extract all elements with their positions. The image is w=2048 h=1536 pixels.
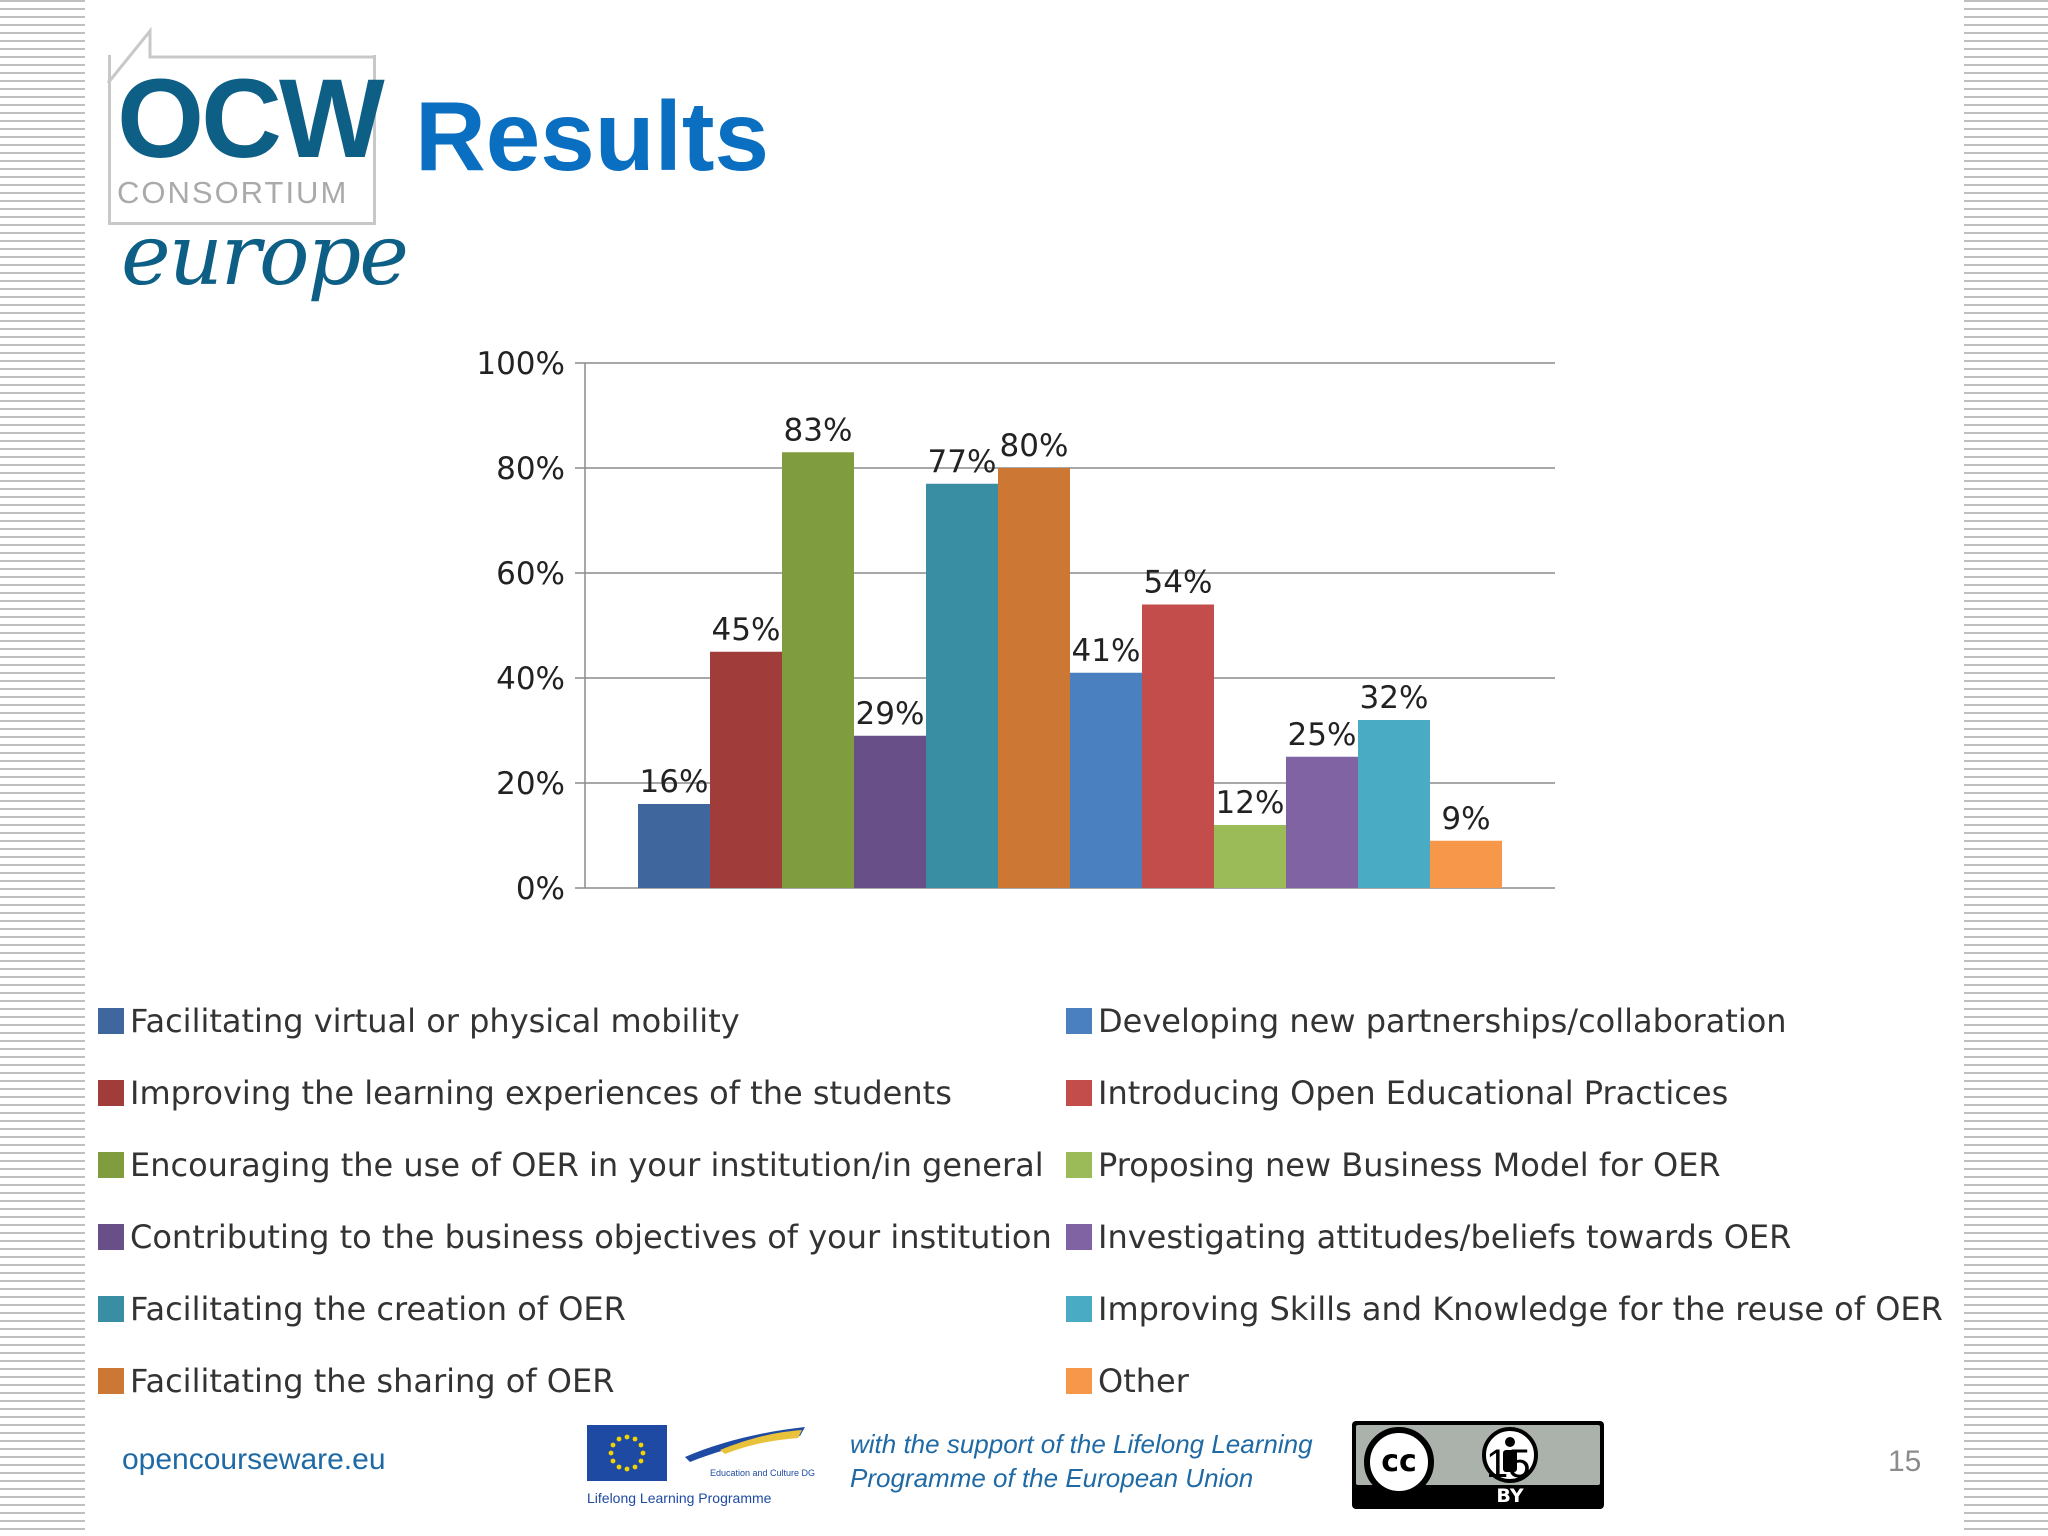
eu-flag-icon bbox=[587, 1425, 667, 1481]
data-label: 25% bbox=[1288, 717, 1357, 753]
y-tick-label: 60% bbox=[496, 556, 565, 592]
bar bbox=[1286, 756, 1358, 888]
eu-swoosh-icon bbox=[685, 1427, 805, 1462]
legend-swatch bbox=[1066, 1152, 1092, 1178]
y-tick-label: 20% bbox=[496, 766, 565, 802]
eu-dg-caption: Education and Culture DG bbox=[709, 1468, 815, 1478]
legend-swatch bbox=[1066, 1008, 1092, 1034]
legend-label: Developing new partnerships/collaboratio… bbox=[1098, 1002, 1787, 1040]
legend-label: Improving Skills and Knowledge for the r… bbox=[1098, 1290, 1943, 1328]
bar bbox=[638, 804, 710, 888]
data-label: 45% bbox=[712, 612, 781, 648]
by-label: BY bbox=[1496, 1485, 1524, 1507]
legend-swatch bbox=[98, 1368, 124, 1394]
y-tick-label: 80% bbox=[496, 451, 565, 487]
lifelong-learning-logo: Education and Culture DG Lifelong Learni… bbox=[585, 1420, 815, 1512]
legend-item: Facilitating the creation of OER bbox=[98, 1273, 1052, 1345]
bar bbox=[782, 452, 854, 888]
y-tick-label: 40% bbox=[496, 661, 565, 697]
logo-frame bbox=[108, 55, 376, 225]
legend-item: Investigating attitudes/beliefs towards … bbox=[1066, 1201, 1943, 1273]
legend-label: Facilitating the creation of OER bbox=[130, 1290, 626, 1328]
data-label: 77% bbox=[928, 444, 997, 480]
legend-item: Contributing to the business objectives … bbox=[98, 1201, 1052, 1273]
y-tick-label: 0% bbox=[516, 871, 565, 907]
legend-swatch bbox=[98, 1008, 124, 1034]
legend-label: Introducing Open Educational Practices bbox=[1098, 1074, 1729, 1112]
bar bbox=[1142, 604, 1214, 888]
bar bbox=[710, 651, 782, 888]
legend-item: Other bbox=[1066, 1345, 1943, 1417]
creative-commons-badge[interactable]: cc BY bbox=[1352, 1421, 1604, 1509]
legend-swatch bbox=[1066, 1296, 1092, 1322]
legend-swatch bbox=[1066, 1368, 1092, 1394]
page-number: 15 bbox=[1888, 1445, 1922, 1478]
legend-label: Improving the learning experiences of th… bbox=[130, 1074, 952, 1112]
bar-chart: 0%20%40%60%80%100%16%45%83%29%77% 80%41%5… bbox=[476, 346, 1555, 907]
right-stripe-decoration bbox=[1964, 0, 2048, 1536]
cc-icon: cc bbox=[1364, 1427, 1434, 1497]
legend-item: Developing new partnerships/collaboratio… bbox=[1066, 985, 1943, 1057]
legend-label: Investigating attitudes/beliefs towards … bbox=[1098, 1218, 1792, 1256]
data-label: 80% bbox=[1000, 428, 1069, 464]
left-stripe-decoration bbox=[0, 0, 85, 1536]
legend-swatch bbox=[1066, 1224, 1092, 1250]
logo-ocw-text: OCW bbox=[117, 56, 385, 181]
legend-left-column: Facilitating virtual or physical mobilit… bbox=[98, 985, 1052, 1417]
bar bbox=[1214, 825, 1286, 888]
logo-europe-text: europe bbox=[121, 206, 409, 304]
legend-item: Introducing Open Educational Practices bbox=[1066, 1057, 1943, 1129]
legend-label: Facilitating the sharing of OER bbox=[130, 1362, 615, 1400]
data-label: 12% bbox=[1216, 785, 1285, 821]
bar bbox=[926, 483, 998, 888]
data-label: 29% bbox=[856, 696, 925, 732]
support-line-2: Programme of the European Union bbox=[850, 1462, 1254, 1493]
legend-swatch bbox=[98, 1080, 124, 1106]
legend-label: Other bbox=[1098, 1362, 1189, 1400]
legend-item: Facilitating the sharing of OER bbox=[98, 1345, 1052, 1417]
legend-swatch bbox=[98, 1152, 124, 1178]
data-label: 9% bbox=[1441, 801, 1490, 837]
data-label: 32% bbox=[1360, 680, 1429, 716]
legend-label: Contributing to the business objectives … bbox=[130, 1218, 1052, 1256]
legend-label: Encouraging the use of OER in your insti… bbox=[130, 1146, 1044, 1184]
legend-swatch bbox=[1066, 1080, 1092, 1106]
support-line-1: with the support of the Lifelong Learnin… bbox=[850, 1429, 1313, 1459]
legend-label: Facilitating virtual or physical mobilit… bbox=[130, 1002, 740, 1040]
slide-title: Results bbox=[415, 81, 770, 191]
data-label: 16% bbox=[640, 764, 709, 800]
legend-swatch bbox=[98, 1224, 124, 1250]
bar bbox=[854, 735, 926, 888]
support-statement: with the support of the Lifelong Learnin… bbox=[850, 1428, 1320, 1496]
bar bbox=[998, 468, 1070, 888]
legend-right-column: Developing new partnerships/collaboratio… bbox=[1066, 985, 1943, 1417]
logo-consortium-text: CONSORTIUM bbox=[117, 175, 349, 210]
bar bbox=[1358, 720, 1430, 888]
legend-item: Proposing new Business Model for OER bbox=[1066, 1129, 1943, 1201]
footer-website-link[interactable]: opencourseware.eu bbox=[122, 1443, 386, 1476]
logo-roof-icon bbox=[106, 26, 373, 84]
data-label: 54% bbox=[1144, 565, 1213, 601]
legend-item: Improving Skills and Knowledge for the r… bbox=[1066, 1273, 1943, 1345]
overlay-slide-number: 15 bbox=[1486, 1442, 1531, 1486]
data-label: 41% bbox=[1072, 633, 1141, 669]
eu-programme-caption: Lifelong Learning Programme bbox=[587, 1490, 772, 1506]
attribution-person-icon bbox=[1482, 1427, 1538, 1483]
legend-item: Facilitating virtual or physical mobilit… bbox=[98, 985, 1052, 1057]
y-tick-label: 100% bbox=[476, 346, 565, 382]
bar bbox=[1430, 840, 1502, 888]
bar bbox=[1070, 672, 1142, 888]
legend-item: Encouraging the use of OER in your insti… bbox=[98, 1129, 1052, 1201]
legend-label: Proposing new Business Model for OER bbox=[1098, 1146, 1721, 1184]
legend-swatch bbox=[98, 1296, 124, 1322]
legend-item: Improving the learning experiences of th… bbox=[98, 1057, 1052, 1129]
ocw-consortium-logo: OCW CONSORTIUM europe bbox=[105, 25, 409, 325]
data-label: 83% bbox=[784, 412, 853, 448]
